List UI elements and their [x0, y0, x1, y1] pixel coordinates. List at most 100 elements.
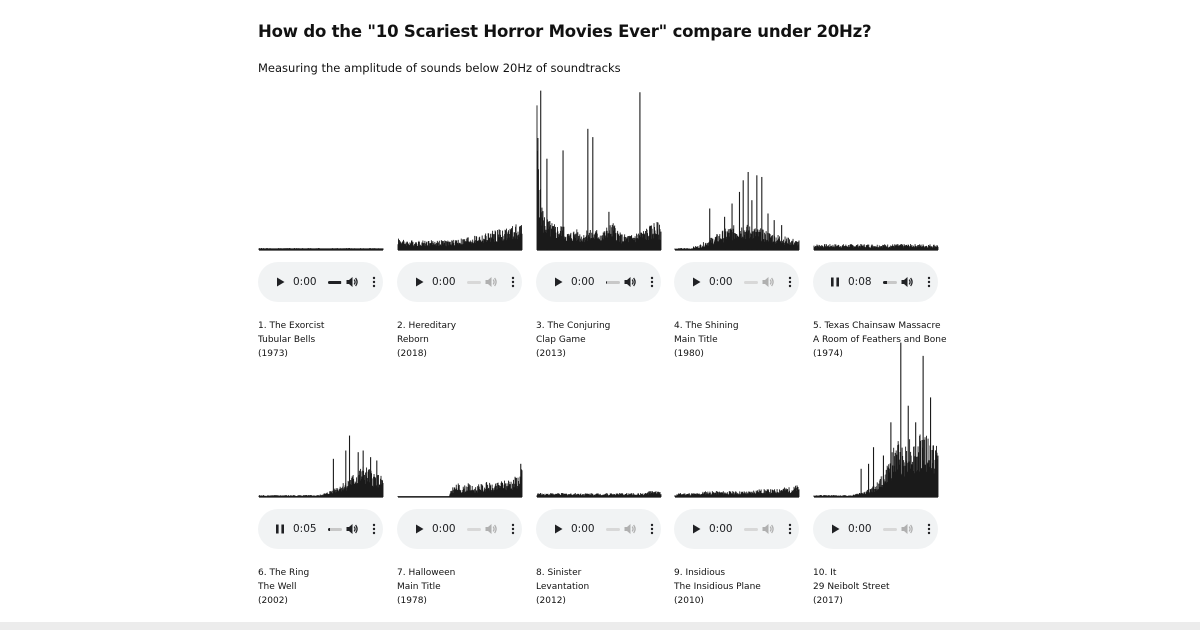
soundtrack-card: 0:00 1. The Exorcist Tubular Bells (1973) [258, 84, 386, 359]
movie-title: 8. Sinister [536, 568, 582, 578]
soundtrack-info: 7. Halloween Main Title (1978) [397, 567, 455, 608]
soundtrack-info: 6. The Ring The Well (2002) [258, 567, 309, 608]
audio-player: 0:00 [397, 509, 522, 549]
waveform-chart [536, 491, 662, 498]
volume-icon[interactable] [761, 522, 775, 536]
pause-icon[interactable] [828, 275, 842, 289]
seek-bar[interactable] [467, 528, 481, 531]
soundtrack-card: 0:00 2. Hereditary Reborn (2018) [397, 84, 525, 359]
track-title: Levantation [536, 581, 590, 592]
seek-bar[interactable] [328, 528, 342, 531]
track-title: Clap Game [536, 334, 586, 345]
track-title: The Insidious Plane [674, 581, 761, 592]
movie-title: 1. The Exorcist [258, 321, 325, 331]
seek-progress [328, 281, 341, 284]
playback-time: 0:00 [293, 276, 317, 288]
page-subtitle: Measuring the amplitude of sounds below … [258, 61, 621, 75]
playback-time: 0:05 [293, 523, 317, 535]
more-options-icon[interactable] [648, 275, 656, 289]
waveform-area [813, 244, 939, 250]
release-year: (1974) [813, 348, 843, 359]
volume-icon[interactable] [484, 522, 498, 536]
play-icon[interactable] [828, 522, 842, 536]
volume-icon[interactable] [345, 522, 359, 536]
playback-time: 0:00 [571, 276, 595, 288]
audio-player: 0:00 [258, 262, 383, 302]
more-options-icon[interactable] [925, 275, 933, 289]
volume-icon[interactable] [345, 275, 359, 289]
playback-time: 0:00 [848, 523, 872, 535]
audio-player: 0:00 [674, 509, 799, 549]
waveform-area [258, 466, 384, 497]
volume-icon[interactable] [623, 522, 637, 536]
more-options-icon[interactable] [509, 522, 517, 536]
movie-title: 2. Hereditary [397, 321, 457, 331]
more-options-icon[interactable] [925, 522, 933, 536]
seek-bar[interactable] [883, 281, 897, 284]
soundtrack-info: 9. Insidious The Insidious Plane (2010) [674, 567, 761, 608]
playback-time: 0:00 [432, 276, 456, 288]
page-bottom-divider [0, 622, 1200, 630]
seek-bar[interactable] [467, 281, 481, 284]
soundtrack-info: 5. Texas Chainsaw Massacre A Room of Feat… [813, 320, 947, 361]
play-icon[interactable] [551, 275, 565, 289]
seek-progress [606, 281, 608, 284]
release-year: (1973) [258, 348, 288, 359]
seek-bar[interactable] [606, 528, 620, 531]
seek-bar[interactable] [328, 281, 342, 284]
soundtrack-card: 0:00 8. Sinister Levantation (2012) [536, 331, 664, 606]
seek-bar[interactable] [606, 281, 620, 284]
more-options-icon[interactable] [786, 275, 794, 289]
waveform-chart [813, 244, 939, 251]
playback-time: 0:00 [709, 523, 733, 535]
audio-player: 0:05 [258, 509, 383, 549]
movie-title: 6. The Ring [258, 568, 310, 578]
play-icon[interactable] [273, 275, 287, 289]
waveform-chart [258, 248, 384, 251]
seek-bar[interactable] [744, 281, 758, 284]
more-options-icon[interactable] [786, 522, 794, 536]
waveform-chart [536, 90, 662, 251]
play-icon[interactable] [551, 522, 565, 536]
seek-bar[interactable] [744, 528, 758, 531]
release-year: (1978) [397, 595, 427, 606]
soundtrack-info: 4. The Shining Main Title (1980) [674, 320, 739, 361]
more-options-icon[interactable] [648, 522, 656, 536]
more-options-icon[interactable] [509, 275, 517, 289]
play-icon[interactable] [412, 522, 426, 536]
volume-icon[interactable] [900, 275, 914, 289]
waveform-area [258, 248, 384, 250]
soundtrack-info: 10. It 29 Neibolt Street (2017) [813, 567, 890, 608]
more-options-icon[interactable] [370, 275, 378, 289]
release-year: (2012) [536, 595, 566, 606]
volume-icon[interactable] [761, 275, 775, 289]
pause-icon[interactable] [273, 522, 287, 536]
waveform-chart [674, 485, 800, 498]
play-icon[interactable] [689, 275, 703, 289]
audio-player: 0:00 [397, 262, 522, 302]
volume-icon[interactable] [484, 275, 498, 289]
audio-player: 0:00 [536, 262, 661, 302]
play-icon[interactable] [689, 522, 703, 536]
soundtrack-info: 1. The Exorcist Tubular Bells (1973) [258, 320, 324, 361]
movie-title: 4. The Shining [674, 321, 739, 331]
playback-time: 0:00 [571, 523, 595, 535]
play-icon[interactable] [412, 275, 426, 289]
soundtrack-info: 8. Sinister Levantation (2012) [536, 567, 589, 608]
release-year: (2013) [536, 348, 566, 359]
volume-icon[interactable] [623, 275, 637, 289]
waveform-area [813, 434, 939, 497]
soundtrack-card: 0:08 5. Texas Chainsaw Massacre A Room of … [813, 84, 947, 359]
movie-title: 9. Insidious [674, 568, 726, 578]
release-year: (2017) [813, 595, 843, 606]
seek-progress [328, 528, 330, 531]
playback-time: 0:00 [432, 523, 456, 535]
waveform-area [536, 105, 662, 250]
volume-icon[interactable] [900, 522, 914, 536]
more-options-icon[interactable] [370, 522, 378, 536]
release-year: (2002) [258, 595, 288, 606]
waveform-area [397, 469, 523, 497]
seek-bar[interactable] [883, 528, 897, 531]
track-title: Reborn [397, 334, 429, 345]
track-title: A Room of Feathers and Bone [813, 334, 947, 345]
